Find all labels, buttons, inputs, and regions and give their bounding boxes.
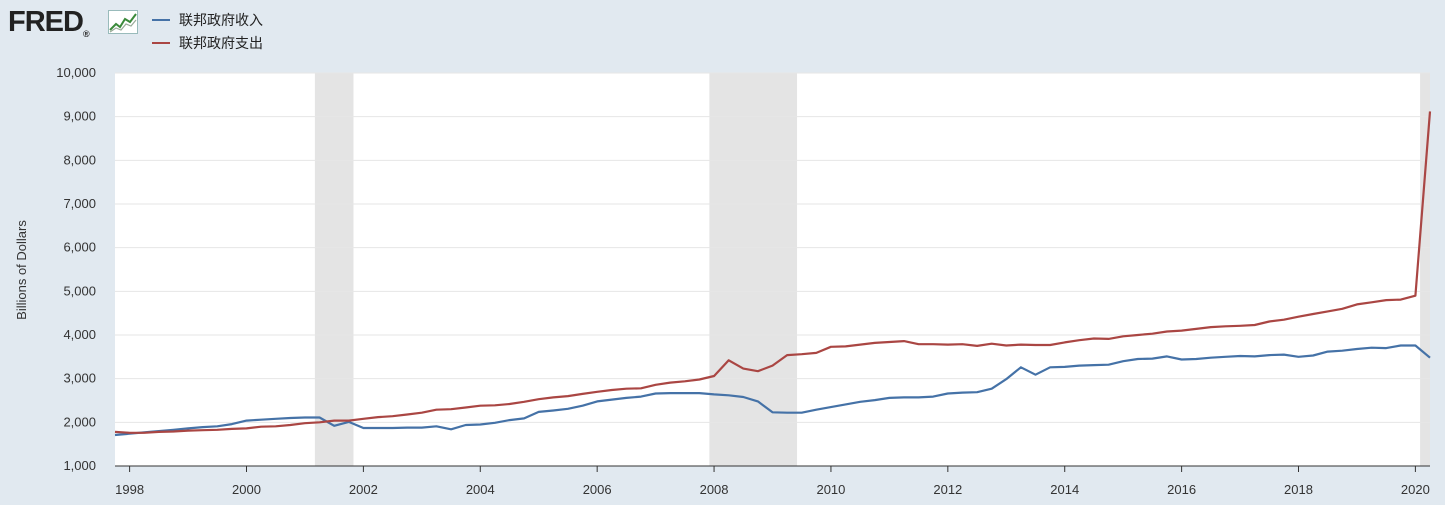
y-tick-label: 5,000 — [63, 283, 96, 298]
fred-logo-text: FRED — [8, 6, 84, 38]
y-tick-label: 6,000 — [63, 240, 96, 255]
legend-swatch-spending — [152, 42, 170, 44]
x-tick-label: 2004 — [466, 482, 495, 497]
chart-logo-icon — [108, 10, 138, 34]
fred-logo[interactable]: FRED® — [8, 6, 90, 39]
recession-band-1 — [709, 73, 798, 466]
legend-item-revenue[interactable]: 联邦政府收入 — [152, 10, 263, 30]
recession-band-2 — [1420, 73, 1430, 466]
y-tick-label: 4,000 — [63, 327, 96, 342]
y-tick-label: 7,000 — [63, 196, 96, 211]
y-tick-label: 2,000 — [63, 414, 96, 429]
x-tick-label: 2010 — [816, 482, 845, 497]
x-tick-label: 2006 — [583, 482, 612, 497]
legend-swatch-revenue — [152, 19, 170, 21]
y-tick-label: 10,000 — [56, 65, 96, 80]
x-tick-label: 2012 — [933, 482, 962, 497]
y-tick-label: 9,000 — [63, 109, 96, 124]
y-tick-label: 3,000 — [63, 371, 96, 386]
series-line-1[interactable] — [114, 111, 1432, 434]
x-tick-label: 2014 — [1050, 482, 1079, 497]
legend-label-revenue: 联邦政府收入 — [179, 13, 263, 29]
y-axis-title: Billions of Dollars — [14, 220, 29, 320]
fred-registered-mark: ® — [82, 29, 90, 39]
x-tick-label: 2008 — [700, 482, 729, 497]
y-tick-label: 1,000 — [63, 458, 96, 473]
x-tick-label: 2002 — [349, 482, 378, 497]
x-tick-label: 2000 — [232, 482, 261, 497]
x-tick-label: 1998 — [115, 482, 144, 497]
x-tick-label: 2016 — [1167, 482, 1196, 497]
legend-item-spending[interactable]: 联邦政府支出 — [152, 33, 263, 53]
recession-band-0 — [314, 73, 354, 466]
y-tick-label: 8,000 — [63, 152, 96, 167]
x-tick-label: 2018 — [1284, 482, 1313, 497]
x-tick-label: 2020 — [1401, 482, 1430, 497]
legend-label-spending: 联邦政府支出 — [179, 36, 263, 52]
series-line-0[interactable] — [114, 344, 1431, 437]
